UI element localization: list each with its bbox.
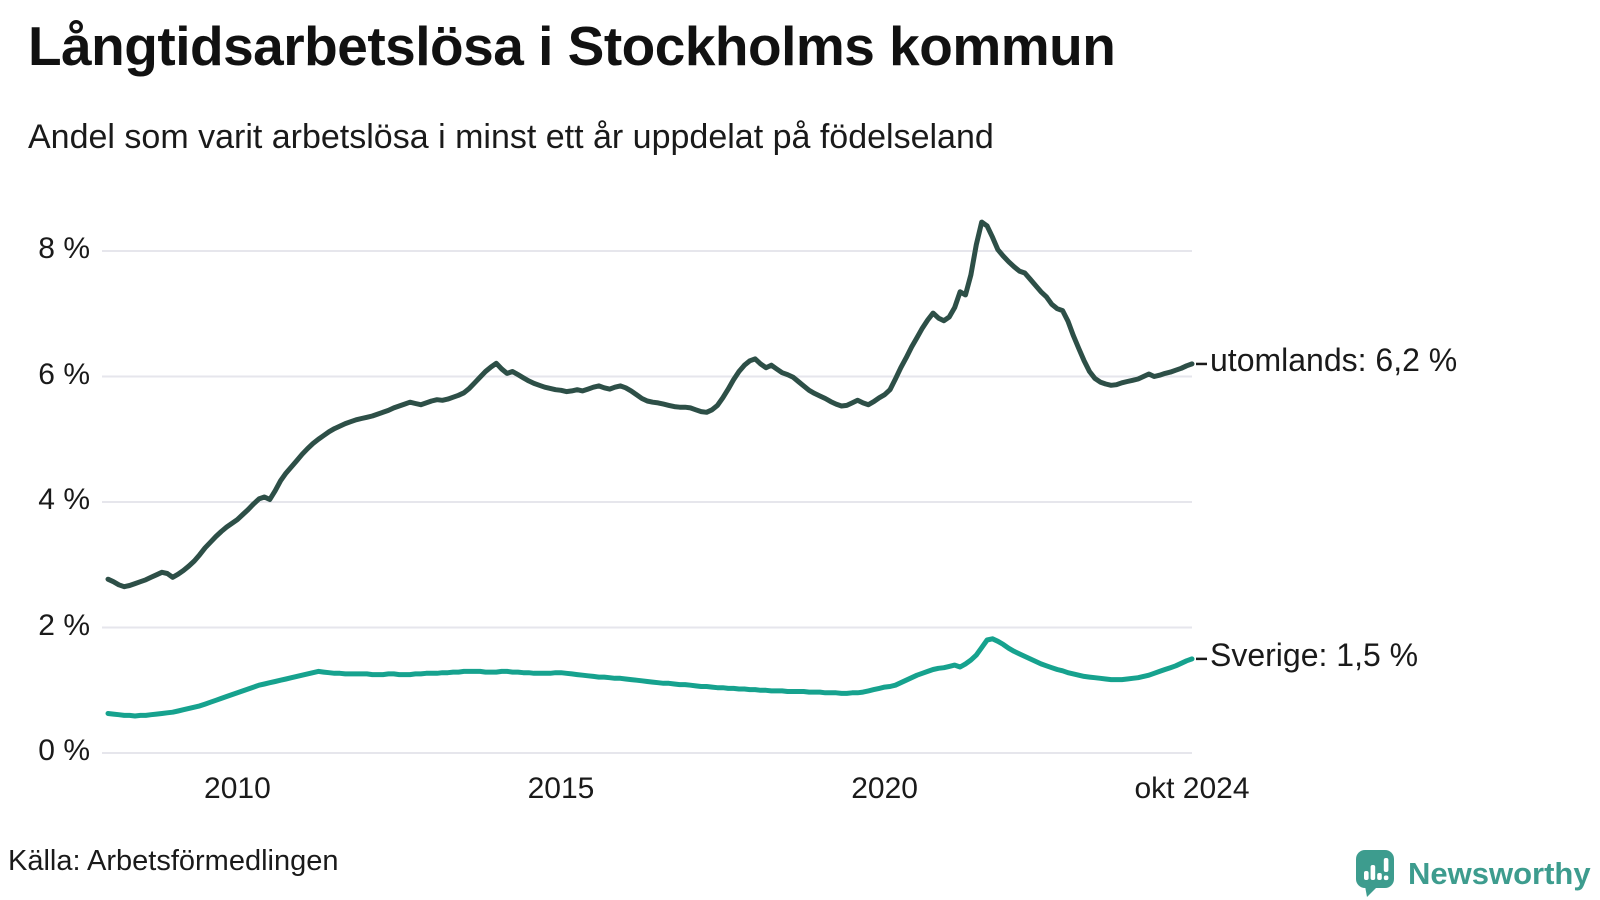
bar-chart-bar-tall [1370, 865, 1376, 880]
exclamation-bar [1383, 858, 1389, 872]
source-note: Källa: Arbetsförmedlingen [8, 845, 339, 877]
series-line-sverige [105, 636, 1195, 719]
series-end-label-utomlands: utomlands: 6,2 % [1210, 341, 1458, 378]
exclamation-dot [1383, 875, 1389, 881]
series-end-label-sverige: Sverige: 1,5 % [1210, 636, 1419, 673]
page-subtitle: Andel som varit arbetslösa i minst ett å… [28, 118, 994, 156]
y-axis-tick-label: 2 % [38, 608, 90, 642]
y-axis-tick-label: 8 % [38, 232, 90, 265]
series-line-utomlands [105, 219, 1195, 590]
speech-bubble-tail [1365, 886, 1378, 897]
newsworthy-logo-text: Newsworthy [1408, 856, 1591, 891]
y-axis-tick-label: 6 % [38, 357, 90, 391]
x-axis-tick-label: 2020 [851, 772, 918, 805]
bar-chart-bar-medium [1377, 873, 1382, 880]
newsworthy-speech-bubble-icon [1356, 850, 1394, 897]
page-title: Långtidsarbetslösa i Stockholms kommun [28, 15, 1116, 77]
newsworthy-logo[interactable]: Newsworthy [1356, 850, 1591, 898]
x-axis-tick-label: 2010 [204, 772, 271, 805]
x-axis-tick-label: okt 2024 [1134, 772, 1250, 805]
x-axis-tick-label: 2015 [527, 772, 595, 805]
y-axis-tick-label: 0 % [38, 734, 90, 767]
bar-chart-bar-short [1364, 871, 1369, 880]
y-axis-tick-label: 4 % [38, 483, 90, 516]
